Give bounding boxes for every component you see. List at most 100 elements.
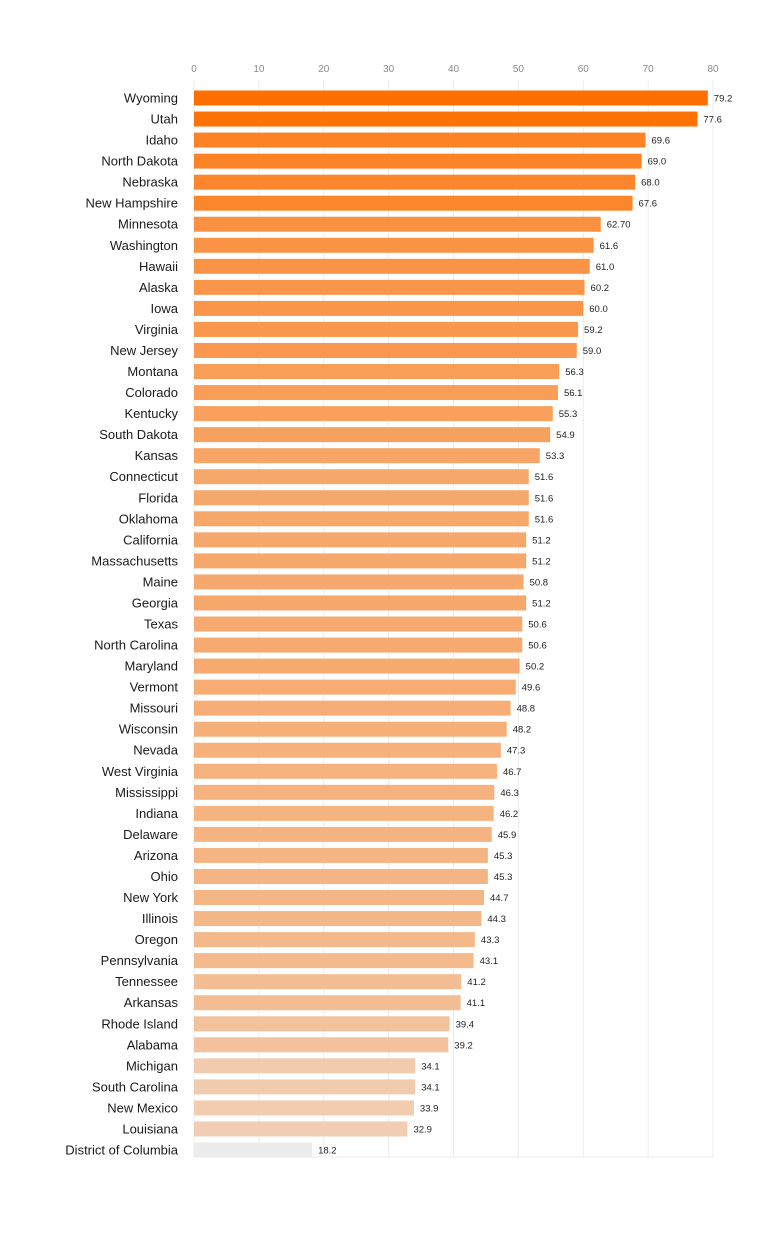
bar [194,847,488,863]
category-label: Ohio [151,869,178,884]
category-label: Wisconsin [119,722,178,737]
bar [194,995,461,1011]
data-label: 61.0 [596,262,615,273]
bar [194,385,558,401]
category-label: North Dakota [101,154,178,169]
x-tick-label: 30 [383,64,395,75]
data-label: 46.2 [500,809,519,820]
category-label: Massachusetts [91,553,178,568]
data-label: 79.2 [714,94,733,105]
data-label: 53.3 [546,451,565,462]
category-label: Washington [110,238,178,253]
data-label: 68.0 [641,178,660,189]
bar [194,258,590,274]
data-label: 62.70 [607,220,631,231]
bar [194,574,524,590]
data-label: 41.2 [467,977,486,988]
category-label: Maryland [125,659,178,674]
category-label: South Carolina [92,1079,179,1094]
data-label: 56.1 [564,388,583,399]
category-label: New Jersey [110,343,178,358]
bar [194,279,585,295]
bar [194,195,633,211]
data-label: 34.1 [421,1061,440,1072]
bar [194,1058,416,1074]
bar [194,469,529,485]
bar [194,553,527,569]
category-label: Oregon [135,932,178,947]
category-label: North Carolina [94,638,179,653]
category-label: Mississippi [115,785,178,800]
bar [194,595,527,611]
bar [194,721,507,737]
bar [194,805,494,821]
bar [194,700,511,716]
data-label: 49.6 [522,683,541,694]
category-label: Nevada [133,743,179,758]
bar [194,90,708,106]
bar [194,658,520,674]
bar [194,490,529,506]
bar [194,784,495,800]
bar [194,342,577,358]
bar [194,1037,449,1053]
category-label: Colorado [125,385,178,400]
data-label: 45.9 [498,830,517,841]
bar [194,427,551,443]
data-label: 51.6 [535,514,554,525]
category-label: Delaware [123,827,178,842]
data-label: 33.9 [420,1103,439,1114]
category-label: Nebraska [122,175,178,190]
category-label: Idaho [145,133,178,148]
x-axis-ticks: 0 10 20 30 40 50 60 70 80 [191,64,719,75]
bar [194,742,501,758]
bar [194,637,523,653]
category-label: Arizona [134,848,179,863]
data-label: 69.6 [652,136,671,147]
category-label: West Virginia [102,764,179,779]
bar [194,300,584,316]
category-label: Utah [151,112,178,127]
bar [194,1142,313,1158]
category-label: Illinois [142,911,179,926]
category-label: Kentucky [125,406,179,421]
data-label: 50.8 [530,577,549,588]
category-label: Montana [127,364,178,379]
value-labels: 79.2 77.6 69.6 69.0 68.0 67.6 62.70 61.6 61.0 60.… [318,94,732,1157]
data-label: 69.0 [648,157,667,168]
bar [194,932,475,948]
bar [194,153,642,169]
data-label: 77.6 [703,115,722,126]
data-label: 50.2 [526,662,545,673]
category-label: Alaska [139,280,179,295]
data-label: 51.2 [532,556,551,567]
category-label: District of Columbia [65,1143,178,1158]
category-labels: Wyoming Utah Idaho North Dakota Nebraska New … [65,91,178,1158]
data-label: 43.3 [481,935,500,946]
category-label: New Mexico [107,1100,178,1115]
data-label: 59.2 [584,325,603,336]
bar [194,679,516,695]
data-label: 61.6 [600,241,619,252]
data-label: 54.9 [556,430,575,441]
bars [194,90,708,1158]
data-label: 51.2 [532,598,551,609]
data-label: 44.7 [490,893,509,904]
data-label: 60.0 [589,304,608,315]
category-label: New Hampshire [86,196,178,211]
data-label: 39.4 [456,1019,475,1030]
category-label: Louisiana [122,1121,178,1136]
category-label: Rhode Island [101,1016,178,1031]
bar [194,1079,416,1095]
x-tick-label: 80 [707,64,719,75]
bar [194,132,646,148]
data-label: 59.0 [583,346,602,357]
category-label: Connecticut [109,469,178,484]
category-label: Tennessee [115,974,178,989]
data-label: 67.6 [639,199,658,210]
bar [194,868,488,884]
category-label: Indiana [135,806,178,821]
bar [194,953,474,969]
